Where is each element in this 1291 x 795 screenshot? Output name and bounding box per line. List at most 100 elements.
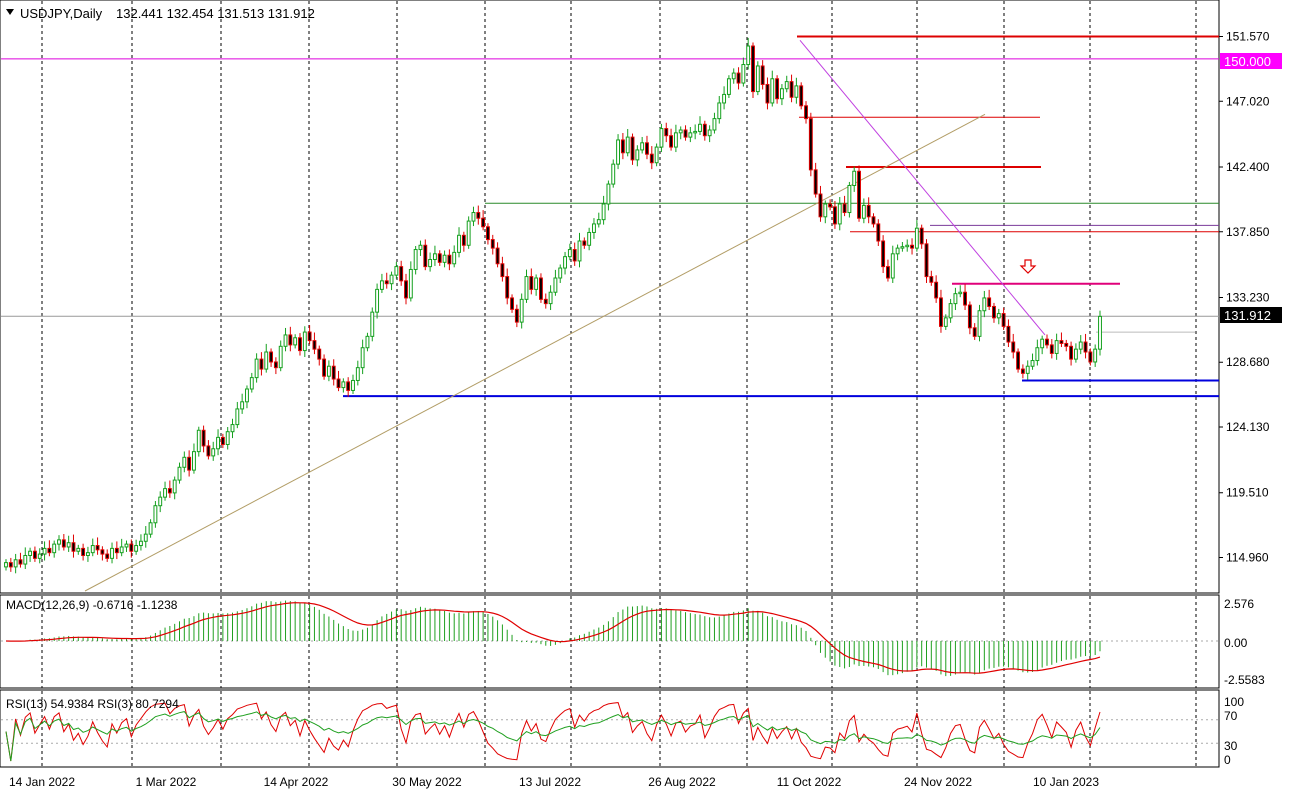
candle-body [837,203,842,225]
candle [490,234,495,255]
candle [167,480,172,498]
candle [192,443,196,474]
candle [1006,319,1011,348]
candle [452,245,457,268]
candle-body [216,436,220,450]
candle [302,326,307,357]
candle [813,162,818,198]
candle-body [32,550,37,559]
candle [1054,333,1059,360]
candle [249,372,254,393]
candle-body [322,358,327,377]
candle-body [298,337,302,352]
candle [914,220,919,252]
candle [259,352,264,376]
candle-body [471,212,476,222]
candle [1049,339,1054,359]
candle-body [432,253,437,261]
price-tick-label: 124.130 [1226,420,1270,434]
candle [678,126,683,140]
macd-tick-top: 2.576 [1224,597,1254,611]
candle-body [105,553,110,559]
candle [1045,334,1049,349]
date-tick-label: 11 Oct 2022 [777,775,842,789]
candle-body [302,331,307,352]
candle-body [148,522,153,535]
date-tick-label: 24 Nov 2022 [904,775,972,789]
candle-body [235,408,240,426]
candle [996,308,1001,325]
candle-body [1049,344,1054,354]
candle [645,135,649,160]
candle-body [100,549,105,555]
candle [919,224,924,249]
candle [408,261,413,302]
candle [148,519,153,538]
current-price-label: 131.912 [1224,308,1271,323]
candle [317,345,322,366]
candle-body [924,243,929,278]
candle [139,534,143,551]
candle-body [1011,341,1016,353]
candle-body [42,547,47,555]
candle-body [379,280,384,290]
candle [278,340,283,372]
candle-body [163,488,167,498]
candle-body [669,135,674,148]
macd-label: MACD(12,26,9) -0.6716 -1.1238 [6,598,178,612]
candle-body [712,118,717,131]
candle-body [606,183,611,205]
candle-body [230,424,235,433]
candle [298,333,302,356]
candle-body [18,559,23,565]
collapse-triangle-icon[interactable] [6,9,14,15]
candle-body [953,293,958,305]
candle [85,546,90,562]
candle-body [736,72,741,84]
candle [534,274,539,296]
candle-body [645,142,649,155]
candle [852,166,857,192]
candle [288,326,293,352]
candle-body [1098,315,1102,350]
candle-body [611,163,616,185]
candle [823,200,828,224]
candle-body [182,456,187,468]
candle [254,353,259,383]
candle [958,285,963,298]
candle [1040,335,1045,355]
candle [177,462,182,484]
candle-body [283,334,288,347]
candle [881,235,886,274]
candle [442,250,447,268]
candle [987,289,992,311]
candle [939,289,943,333]
candle [1001,307,1006,330]
candle [871,213,876,228]
candle-body [900,246,905,249]
candle [620,132,625,160]
candle-body [857,170,861,219]
candle-body [1040,338,1045,349]
candle-body [842,203,847,214]
candle-body [510,297,514,310]
candle-body [196,429,201,453]
candle-body [211,448,216,457]
candle [471,206,476,227]
down-arrow-icon [1019,259,1037,274]
candle [828,199,833,211]
candle-body [1020,368,1025,374]
candle [481,210,486,231]
candle [924,239,929,283]
candle [66,535,71,552]
candle-body [640,142,645,151]
candle-body [28,550,33,557]
candle [283,327,288,352]
candle-body [596,219,601,225]
candle-body [587,231,592,246]
candle [529,268,534,295]
candle-body [649,153,654,164]
candle [389,271,394,291]
candle [23,547,28,570]
candle-body [963,291,967,306]
